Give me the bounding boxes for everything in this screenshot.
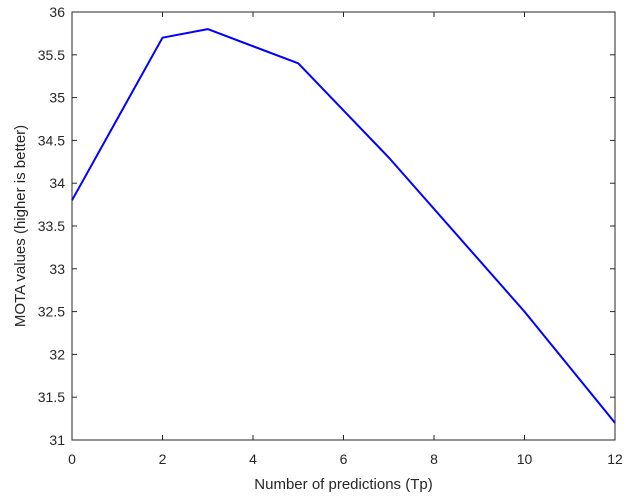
y-tick-label: 32.5 [38, 304, 65, 320]
y-tick-label: 33.5 [38, 218, 65, 234]
x-tick-label: 0 [68, 451, 76, 467]
x-tick-label: 4 [249, 451, 257, 467]
x-tick-label: 6 [340, 451, 348, 467]
y-tick-label: 34 [49, 175, 65, 191]
y-axis-label: MOTA values (higher is better) [12, 125, 29, 327]
x-axis-label: Number of predictions (Tp) [254, 476, 432, 493]
y-tick-label: 35.5 [38, 47, 65, 63]
x-tick-label: 10 [517, 451, 533, 467]
y-tick-label: 34.5 [38, 132, 65, 148]
y-tick-labels: 31 31.5 32 32.5 33 33.5 34 34.5 35 35.5 36 [38, 4, 65, 448]
y-tick-label: 36 [49, 4, 65, 20]
x-tick-label: 8 [430, 451, 438, 467]
x-tick-label: 12 [607, 451, 623, 467]
series-line-1 [71, 28, 616, 424]
y-tick-label: 31.5 [38, 389, 65, 405]
y-tick-label: 32 [49, 346, 65, 362]
x-tick-label: 2 [159, 451, 167, 467]
y-tick-label: 35 [49, 90, 65, 106]
y-tick-label: 31 [49, 432, 65, 448]
y-tick-label: 33 [49, 261, 65, 277]
ticks-layer [71, 11, 616, 441]
plot-area [72, 12, 615, 440]
series-layer [71, 28, 616, 424]
x-tick-labels: 0 2 4 6 8 10 12 [68, 451, 623, 467]
